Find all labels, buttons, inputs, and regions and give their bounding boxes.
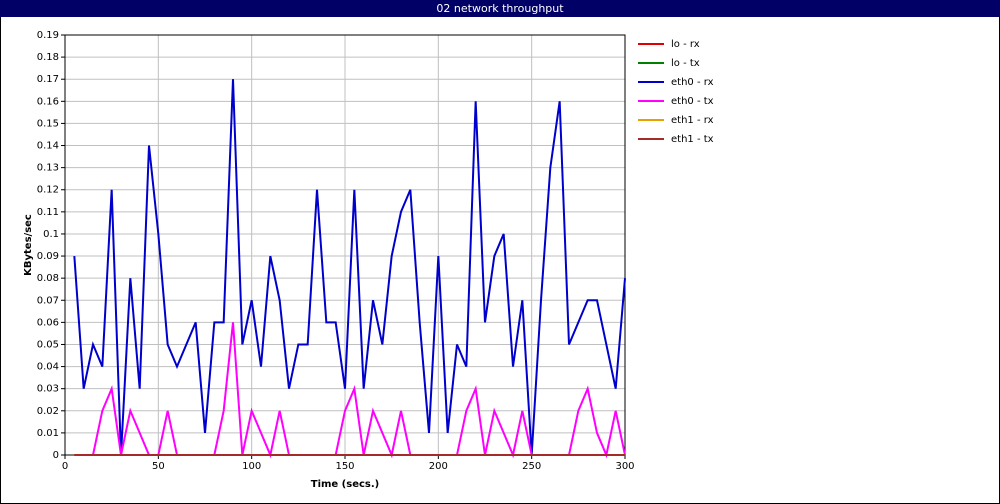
legend-label: lo - rx xyxy=(671,39,700,50)
y-tick-label: 0.03 xyxy=(37,384,59,395)
x-tick-label: 100 xyxy=(242,461,261,472)
y-tick-label: 0 xyxy=(53,450,59,461)
legend-label: eth0 - rx xyxy=(671,77,714,88)
y-tick-label: 0.02 xyxy=(37,406,59,417)
y-tick-label: 0.09 xyxy=(37,251,59,262)
x-tick-label: 250 xyxy=(522,461,541,472)
x-tick-label: 50 xyxy=(152,461,165,472)
legend-label: eth1 - tx xyxy=(671,134,714,145)
y-tick-label: 0.12 xyxy=(37,185,59,196)
x-tick-label: 200 xyxy=(429,461,448,472)
legend-label: eth1 - rx xyxy=(671,115,714,126)
y-tick-label: 0.11 xyxy=(37,207,59,218)
y-tick-label: 0.13 xyxy=(37,163,59,174)
y-tick-label: 0.18 xyxy=(37,52,59,63)
x-tick-label: 0 xyxy=(62,461,68,472)
chart-title: 02 network throughput xyxy=(436,2,564,15)
y-tick-label: 0.01 xyxy=(37,428,59,439)
y-tick-label: 0.17 xyxy=(37,74,59,85)
x-axis-label: Time (secs.) xyxy=(311,479,380,490)
y-tick-label: 0.19 xyxy=(37,30,59,41)
legend-label: lo - tx xyxy=(671,58,700,69)
y-tick-label: 0.14 xyxy=(37,141,59,152)
series-line xyxy=(73,79,626,456)
y-tick-label: 0.15 xyxy=(37,118,59,129)
legend-label: eth0 - tx xyxy=(671,96,714,107)
y-tick-label: 0.06 xyxy=(37,317,59,328)
y-tick-label: 0.16 xyxy=(37,96,59,107)
title-bar xyxy=(0,0,1000,17)
x-tick-label: 300 xyxy=(615,461,634,472)
y-tick-label: 0.05 xyxy=(37,339,59,350)
y-tick-label: 0.07 xyxy=(37,295,59,306)
y-tick-label: 0.08 xyxy=(37,273,59,284)
x-tick-label: 150 xyxy=(335,461,354,472)
y-tick-label: 0.04 xyxy=(37,362,59,373)
y-axis-label: KBytes/sec xyxy=(23,214,34,276)
y-tick-label: 0.1 xyxy=(43,229,59,240)
